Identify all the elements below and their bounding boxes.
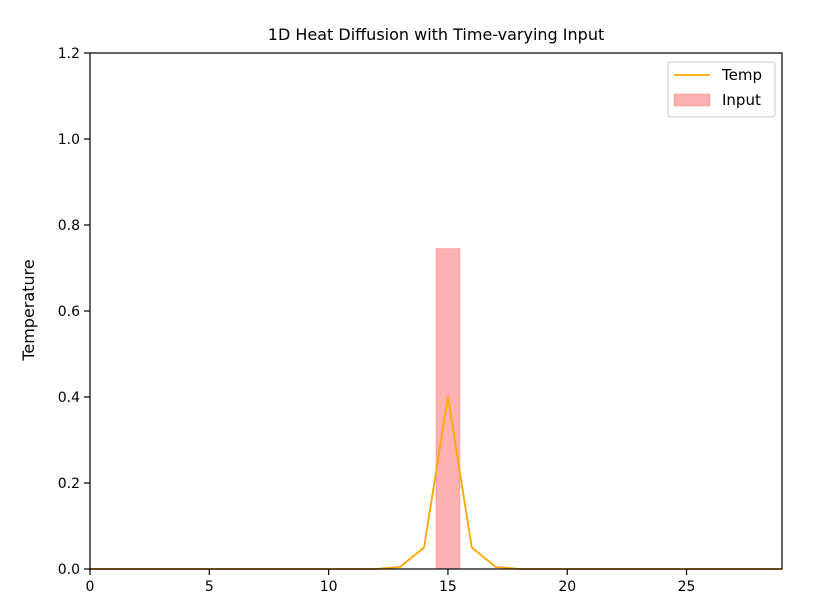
legend-input-label: Input	[722, 91, 761, 109]
y-tick-label: 0.4	[58, 390, 80, 406]
y-axis-label: Temperature	[19, 259, 38, 361]
y-axis-ticks: 0.0 0.2 0.4 0.6 0.8 1.0 1.2	[58, 46, 90, 578]
y-tick-label: 0.0	[58, 562, 80, 578]
x-tick-label: 25	[678, 579, 696, 595]
y-tick-label: 0.2	[58, 476, 80, 492]
x-tick-label: 20	[558, 579, 576, 595]
input-bar	[435, 248, 461, 570]
y-tick-label: 0.8	[58, 218, 80, 234]
legend-input-swatch	[673, 93, 711, 107]
y-tick-label: 1.0	[58, 132, 80, 148]
x-tick-label: 0	[86, 579, 95, 595]
x-tick-label: 5	[205, 579, 214, 595]
y-tick-label: 1.2	[58, 46, 80, 62]
plot-frame	[89, 52, 783, 570]
legend-temp-label: Temp	[721, 66, 762, 84]
x-tick-label: 15	[439, 579, 457, 595]
chart-title: 1D Heat Diffusion with Time-varying Inpu…	[268, 25, 604, 44]
x-axis-ticks: 0 5 10 15 20 25	[86, 569, 696, 595]
x-tick-label: 10	[320, 579, 338, 595]
legend: Temp Input	[667, 61, 776, 118]
y-tick-label: 0.6	[58, 304, 80, 320]
